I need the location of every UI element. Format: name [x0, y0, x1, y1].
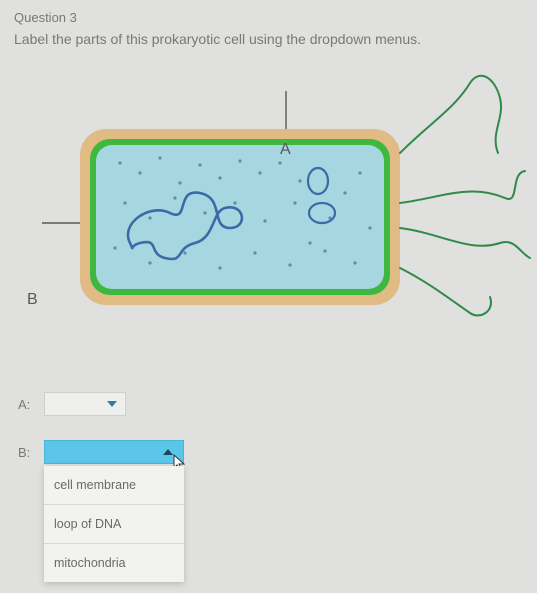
chevron-up-icon [163, 449, 173, 455]
dropdown-a[interactable] [44, 392, 126, 416]
diagram-label-b: B [27, 291, 38, 309]
question-prompt: Label the parts of this prokaryotic cell… [14, 31, 523, 47]
option-mitochondria[interactable]: mitochondria [44, 544, 184, 582]
chevron-down-icon [107, 401, 117, 407]
label-a: A: [18, 397, 36, 412]
question-header: Question 3 Label the parts of this proka… [0, 0, 537, 53]
dropdown-b[interactable] [44, 440, 184, 464]
label-b: B: [18, 445, 36, 460]
cell-svg [0, 53, 537, 353]
option-loop-of-dna[interactable]: loop of DNA [44, 505, 184, 544]
dropdown-b-menu: cell membrane loop of DNA mitochondria [44, 466, 184, 582]
row-b: B: [18, 440, 184, 464]
answer-controls: A: B: cell membrane loop of DNA mitochon… [18, 392, 184, 464]
option-cell-membrane[interactable]: cell membrane [44, 466, 184, 505]
cell-diagram: A B [0, 53, 537, 323]
question-number: Question 3 [14, 10, 523, 25]
row-a: A: [18, 392, 184, 416]
diagram-label-a: A [280, 141, 291, 159]
